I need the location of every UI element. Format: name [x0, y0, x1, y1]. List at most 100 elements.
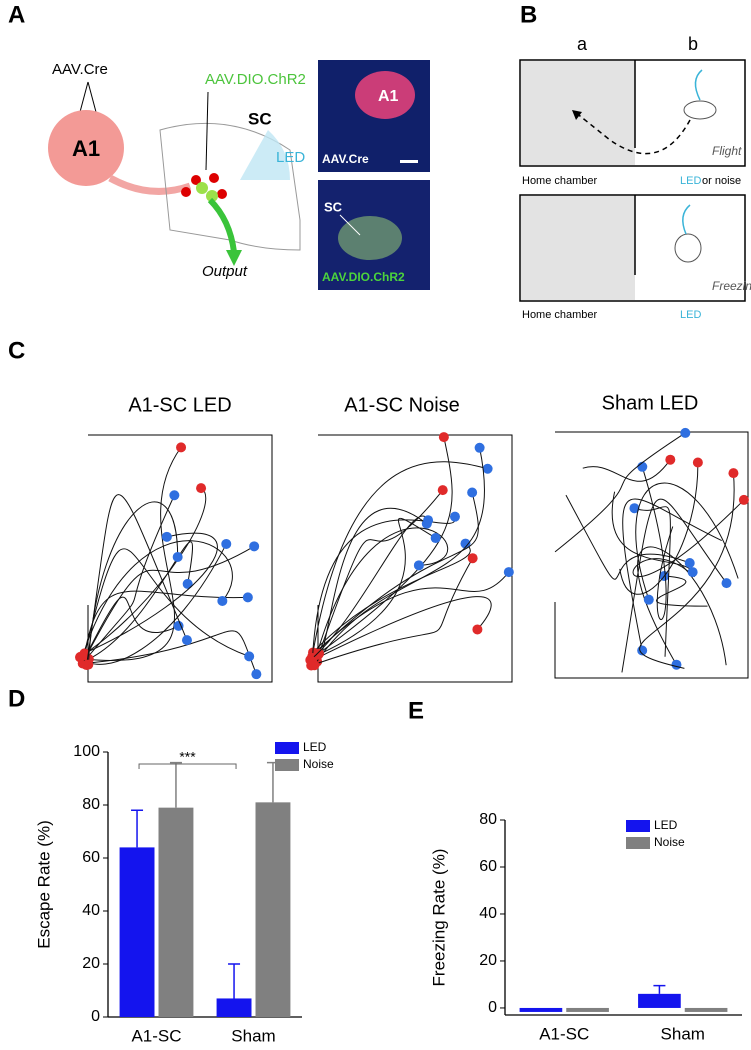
- end-dot: [738, 494, 749, 505]
- track: [312, 516, 456, 659]
- track: [84, 545, 255, 659]
- end-dot: [637, 461, 648, 472]
- bar: [255, 802, 291, 1017]
- end-dot: [684, 558, 695, 569]
- arrowhead: [572, 110, 582, 120]
- histology-signal: [355, 71, 415, 119]
- y-tick-label: 80: [479, 811, 497, 828]
- pointer-line: [339, 214, 361, 236]
- track: [84, 532, 218, 654]
- panel-label: A: [8, 1, 25, 28]
- start-dot: [83, 659, 94, 670]
- track: [88, 541, 194, 660]
- legend-label: LED: [654, 818, 678, 832]
- track: [314, 447, 485, 666]
- legend-label: LED: [303, 740, 327, 754]
- image-label: SC: [324, 199, 343, 214]
- led-light: [240, 130, 290, 180]
- cell: [181, 187, 191, 197]
- behavior-label: Flight: [712, 144, 742, 158]
- end-dot: [161, 531, 172, 542]
- output-arrowhead: [226, 250, 242, 266]
- mouse: [674, 233, 702, 263]
- arena-outline: [554, 431, 749, 679]
- track-title: Sham LED: [602, 392, 699, 414]
- track: [316, 527, 449, 655]
- track: [81, 540, 233, 659]
- track: [82, 630, 257, 675]
- y-tick-label: 60: [82, 849, 100, 866]
- end-dot: [460, 538, 471, 549]
- image-label: AAV.DIO.ChR2: [322, 270, 405, 284]
- significance-label: ***: [179, 749, 196, 765]
- error-bar: [653, 984, 666, 994]
- bar: [158, 807, 194, 1017]
- injection-line: [87, 81, 97, 113]
- track: [87, 501, 179, 665]
- y-tick-label: 20: [82, 955, 100, 972]
- track: [635, 482, 739, 600]
- error-bar: [131, 809, 144, 848]
- end-dot: [423, 515, 434, 526]
- x-tick-label: Sham: [661, 1024, 705, 1043]
- end-dot: [182, 578, 193, 589]
- track: [310, 436, 453, 660]
- end-dot: [181, 635, 192, 646]
- mouse: [683, 100, 717, 120]
- cell: [209, 173, 219, 183]
- track: [634, 506, 671, 657]
- region-label: SC: [248, 109, 272, 128]
- track: [85, 447, 182, 661]
- end-dot: [728, 468, 739, 479]
- significance-bracket: [138, 763, 237, 769]
- tracks: [75, 427, 749, 683]
- end-dot: [176, 442, 187, 453]
- end-dot: [692, 457, 703, 468]
- track: [318, 517, 436, 656]
- track: [639, 473, 735, 669]
- panel-label: D: [8, 685, 25, 712]
- stim-label: LED: [680, 175, 701, 187]
- track: [641, 466, 674, 620]
- track: [309, 515, 429, 661]
- y-tick-label: 80: [82, 796, 100, 813]
- region-label: A1: [72, 136, 100, 161]
- track: [621, 498, 727, 673]
- end-dot: [249, 541, 260, 552]
- track: [619, 462, 699, 595]
- fiber: [682, 204, 691, 235]
- legend-swatch: [275, 742, 299, 754]
- track-title: A1-SC LED: [128, 394, 231, 416]
- bar: [519, 1007, 563, 1012]
- end-dot: [671, 659, 682, 670]
- end-dot: [472, 624, 483, 635]
- y-tick-label: 100: [73, 743, 100, 760]
- track: [565, 494, 690, 580]
- legend-label: Noise: [654, 835, 685, 849]
- panel-label: B: [520, 1, 537, 28]
- panel-label: C: [8, 337, 25, 364]
- image-label: AAV.Cre: [322, 152, 369, 166]
- bar: [216, 998, 252, 1017]
- chamber-label: Home chamber: [522, 309, 598, 321]
- end-dot: [173, 620, 184, 631]
- end-dot: [467, 487, 478, 498]
- home-chamber: [521, 196, 635, 300]
- end-dot: [242, 592, 253, 603]
- y-tick-label: 0: [91, 1008, 100, 1025]
- end-dot: [430, 533, 441, 544]
- error-bar: [228, 963, 241, 999]
- chamber-label: Home chamber: [522, 175, 598, 187]
- error-bar: [169, 761, 182, 808]
- y-tick-label: 40: [479, 905, 497, 922]
- bar: [119, 847, 155, 1017]
- x-tick-label: Sham: [231, 1026, 275, 1045]
- end-dot: [437, 485, 448, 496]
- y-tick-label: 60: [479, 858, 497, 875]
- track: [313, 492, 479, 656]
- bar: [566, 1007, 609, 1012]
- end-dot: [413, 560, 424, 571]
- cell: [217, 189, 227, 199]
- cell: [191, 175, 201, 185]
